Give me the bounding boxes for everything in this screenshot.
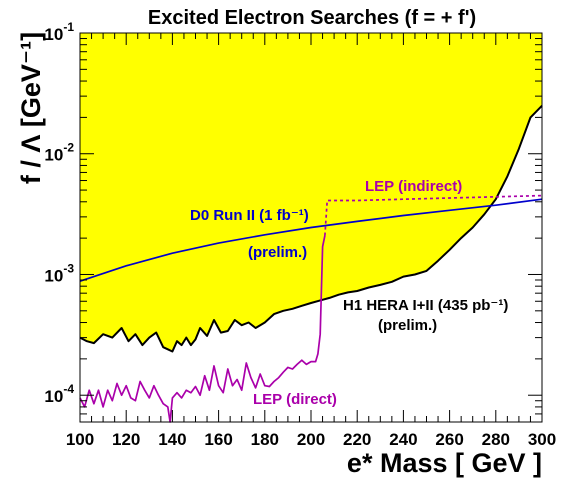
axis-ticks-layer: 100 120 140 160 180 200 220 240 260 280 300 10-4 10-… (44, 20, 556, 449)
y-tick-label: 10-4 (44, 382, 74, 406)
x-tick-label: 280 (482, 430, 510, 449)
chart-title: Excited Electron Searches (f = + f') (148, 7, 476, 29)
d0-run2-limit-curve (79, 198, 543, 283)
excluded-region-layer (80, 33, 542, 352)
x-tick-label: 140 (158, 430, 186, 449)
x-tick-label: 220 (343, 430, 371, 449)
lep-indirect-limit-curve (324, 194, 543, 236)
h1-prelim-label: (prelim.) (378, 317, 437, 334)
x-tick-label: 300 (528, 430, 556, 449)
x-axis-label: e* Mass [ GeV ] (347, 448, 542, 478)
y-tick-label: 10-1 (44, 20, 74, 44)
y-axis-label: f / Λ [GeV⁻¹] (16, 32, 46, 184)
h1-hera-label: H1 HERA I+II (435 pb⁻¹) (343, 297, 508, 314)
h1-hera-limit-curve (79, 104, 543, 353)
x-tick-label: 180 (251, 430, 279, 449)
excluded-region-fill (80, 33, 542, 352)
d0-prelim-label: (prelim.) (248, 244, 307, 261)
lep-direct-limit-curve (79, 235, 326, 423)
x-tick-label: 200 (297, 430, 325, 449)
x-tick-label: 260 (435, 430, 463, 449)
x-tick-label: 160 (204, 430, 232, 449)
y-tick-label: 10-2 (44, 141, 74, 165)
lep-direct-label: LEP (direct) (253, 391, 337, 408)
x-tick-label: 100 (66, 430, 94, 449)
lep-indirect-label: LEP (indirect) (365, 178, 462, 195)
y-tick-label: 10-3 (44, 261, 74, 285)
d0-run2-label: D0 Run II (1 fb⁻¹) (190, 207, 309, 224)
limit-curves-layer (79, 104, 543, 423)
x-tick-label: 240 (389, 430, 417, 449)
x-tick-label: 120 (112, 430, 140, 449)
